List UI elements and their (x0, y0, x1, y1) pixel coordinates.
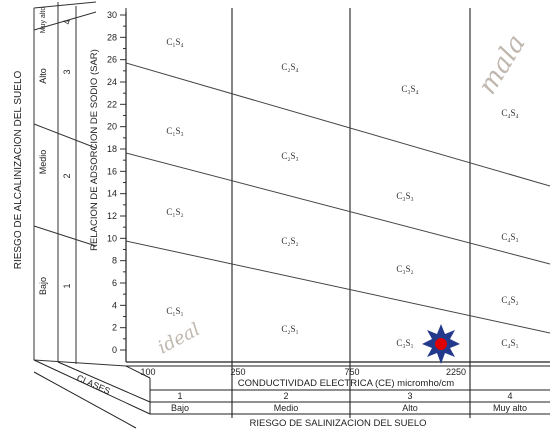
alkali-class-label-1: Bajo (38, 277, 48, 295)
ce-tick-750: 750 (344, 367, 359, 377)
sar-axis-title: RELACION DE ADSORCION DE SODIO (SAR) (89, 49, 100, 251)
alkali-class-column (33, 1, 127, 367)
sar-tick-label-2: 2 (112, 323, 117, 333)
alkali-class-label-2: Medio (38, 150, 48, 175)
zone-c1s2: C₁S₂ (166, 207, 183, 217)
conductivity-ticks: 100 250 750 2250 (140, 367, 466, 377)
zone-c1s3: C₁S₃ (166, 126, 183, 136)
zone-c4s3: C₄S₃ (501, 232, 518, 242)
zone-c2s1: C₂S₁ (281, 324, 298, 334)
sar-tick-label-20: 20 (107, 122, 117, 132)
zone-labels: C₁S₄ C₂S₄ C₃S₄ C₄S₄ C₁S₃ C₂S₃ C₃S₃ C₄S₃ … (166, 37, 518, 348)
sar-tick-label-28: 28 (107, 32, 117, 42)
zone-c4s1: C₄S₁ (501, 338, 518, 348)
handwritten-ideal: ideal (154, 319, 203, 359)
salinity-label-4: Muy alto (493, 403, 527, 413)
salinity-label-2: Medio (274, 403, 299, 413)
salinity-num-3: 3 (407, 391, 412, 401)
ce-tick-100: 100 (140, 367, 155, 377)
zone-c2s3: C₂S₃ (281, 151, 298, 161)
zone-c3s3: C₃S₃ (396, 191, 413, 201)
red-dot-icon (435, 338, 447, 350)
sar-tick-label-0: 0 (112, 345, 117, 355)
sar-tick-label-6: 6 (112, 278, 117, 288)
salinity-boundaries (231, 8, 471, 418)
sar-tick-label-30: 30 (107, 10, 117, 20)
salinity-num-4: 4 (507, 391, 512, 401)
sar-tick-label-24: 24 (107, 77, 117, 87)
sar-hazard-lines (125, 62, 550, 334)
plot-frame (125, 12, 550, 363)
sar-tick-label-10: 10 (107, 233, 117, 243)
zone-c3s1: C₃S₁ (396, 338, 413, 348)
alkali-class-label-3: Alto (38, 68, 48, 84)
alkali-class-label-4: Muy alto (40, 7, 47, 34)
alkali-class-num-1: 1 (62, 283, 72, 288)
alkali-class-num-3: 3 (62, 69, 72, 74)
sar-tick-label-4: 4 (112, 300, 117, 310)
sar-tick-label-22: 22 (107, 99, 117, 109)
alkalinity-risk-axis-title: RIESGO DE ALCALINIZACION DEL SUELO (13, 70, 24, 269)
sar-tick-label-8: 8 (112, 256, 117, 266)
salinity-num-2: 2 (283, 391, 288, 401)
sar-tick-label-18: 18 (107, 144, 117, 154)
zone-c2s4: C₂S₄ (281, 62, 298, 72)
zone-c1s1: C₁S₁ (166, 306, 183, 316)
alkali-class-num-2: 2 (62, 173, 72, 178)
alkali-class-labels: Muy alto 4 Alto 3 Medio 2 Bajo 1 (38, 7, 72, 295)
salinity-label-1: Bajo (171, 403, 189, 413)
zone-c4s2: C₄S₂ (501, 295, 518, 305)
salinity-classes: 1 2 3 4 Bajo Medio Alto Muy alto (171, 391, 527, 413)
salinity-risk-axis-title: RIESGO DE SALINIZACION DEL SUELO (249, 418, 426, 429)
ce-tick-250: 250 (230, 367, 245, 377)
salinity-label-3: Alto (402, 403, 418, 413)
sar-tick-label-14: 14 (107, 189, 117, 199)
zone-c2s2: C₂S₂ (281, 236, 298, 246)
sample-point-marker (422, 324, 460, 364)
ce-axis-title: CONDUCTIVIDAD ELECTRICA (CE) micromho/cm (238, 378, 454, 389)
sar-tick-label-16: 16 (107, 166, 117, 176)
zone-c3s4: C₃S₄ (401, 84, 418, 94)
zone-c1s4: C₁S₄ (166, 37, 183, 47)
zone-c3s2: C₃S₂ (396, 264, 413, 274)
clases-label: CLASES (75, 373, 112, 397)
alkali-class-num-4: 4 (62, 19, 72, 24)
salinity-num-1: 1 (177, 391, 182, 401)
sar-tick-label-26: 26 (107, 55, 117, 65)
bottom-axis-frame (33, 359, 550, 429)
zone-c4s4: C₄S₄ (501, 108, 518, 118)
ce-tick-2250: 2250 (446, 367, 466, 377)
sar-tick-label-12: 12 (107, 211, 117, 221)
handwritten-mala: mala (472, 30, 531, 100)
